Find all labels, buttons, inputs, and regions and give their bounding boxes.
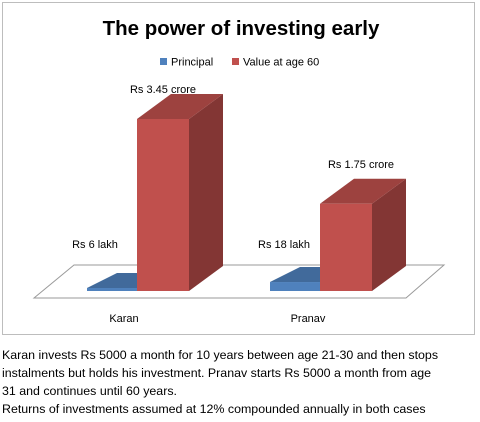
legend-swatch	[232, 58, 239, 65]
legend-label: Value at age 60	[243, 57, 319, 69]
x-tick-label: Pranav	[291, 313, 326, 325]
caption-line: 31 and continues until 60 years.	[2, 384, 177, 398]
caption: Karan invests Rs 5000 a month for 10 yea…	[2, 346, 478, 418]
data-label: Rs 18 lakh	[258, 239, 310, 251]
caption-line: Returns of investments assumed at 12% co…	[2, 402, 426, 416]
chart-svg: The power of investing early Principal Val…	[32, 17, 446, 325]
bar	[87, 288, 139, 291]
bar-side	[372, 178, 406, 291]
bar-top	[137, 94, 223, 119]
data-label: Rs 6 lakh	[72, 239, 118, 251]
bar-top	[320, 178, 406, 204]
bar-side	[189, 94, 223, 291]
bar	[137, 119, 189, 291]
x-tick-label: Karan	[109, 313, 138, 325]
data-label: Rs 1.75 crore	[328, 159, 394, 171]
bar	[270, 282, 322, 291]
caption-line: Karan invests Rs 5000 a month for 10 yea…	[2, 348, 439, 362]
caption-line: instalments but holds his investment. Pr…	[2, 366, 432, 380]
chart-title: The power of investing early	[103, 17, 380, 40]
legend-label: Principal	[171, 57, 213, 69]
data-label: Rs 3.45 crore	[130, 84, 196, 96]
legend-swatch	[160, 58, 167, 65]
bar	[320, 203, 372, 291]
